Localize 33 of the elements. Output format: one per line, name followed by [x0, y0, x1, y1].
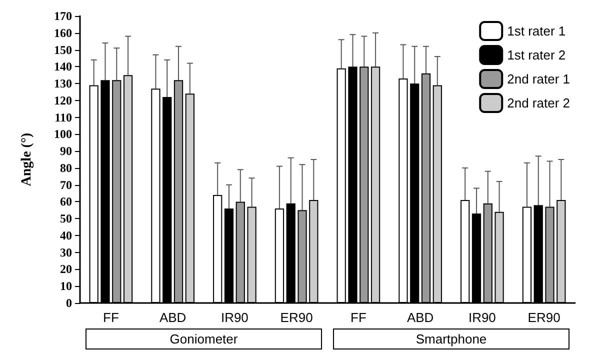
y-tick-label: 70: [60, 178, 72, 192]
y-tick-label: 140: [54, 60, 72, 74]
text: Smartphone: [416, 332, 487, 346]
legend-label: 1st rater 2: [507, 48, 566, 62]
legend-label: 2nd rater 1: [507, 72, 570, 86]
y-tick-label: 40: [60, 228, 72, 242]
y-tick-label: 170: [54, 9, 72, 23]
text: Goniometer: [170, 332, 238, 346]
y-tick-label: 20: [60, 262, 72, 276]
y-tick-label: 160: [54, 26, 72, 40]
x-tick-label: IR90: [468, 310, 496, 325]
y-axis-title: Angle (°): [20, 132, 34, 186]
x-tick-label: IR90: [220, 310, 248, 325]
legend-label: 2nd rater 2: [507, 96, 570, 110]
x-tick-label: ER90: [280, 310, 313, 325]
x-tick-label: FF: [350, 310, 366, 325]
y-tick-label: 130: [54, 76, 72, 91]
legend-label: 1st rater 1: [507, 24, 566, 38]
y-tick-label: 50: [60, 212, 72, 226]
x-tick-label: ABD: [406, 310, 434, 325]
y-tick-label: 60: [60, 194, 72, 209]
y-tick-label: 100: [54, 127, 72, 142]
x-tick-label: FF: [102, 310, 119, 325]
y-tick-label: 120: [54, 93, 72, 108]
y-tick-label: 30: [60, 245, 72, 260]
y-tick-label: 80: [60, 160, 72, 175]
y-tick-label: 10: [60, 279, 72, 294]
y-tick-label: 90: [60, 144, 72, 158]
x-tick-label: ER90: [528, 310, 560, 325]
y-tick-label: 110: [54, 110, 72, 124]
y-tick-label: 150: [54, 42, 72, 57]
x-tick-label: ABD: [159, 310, 186, 325]
y-tick-label: 0: [66, 296, 72, 310]
